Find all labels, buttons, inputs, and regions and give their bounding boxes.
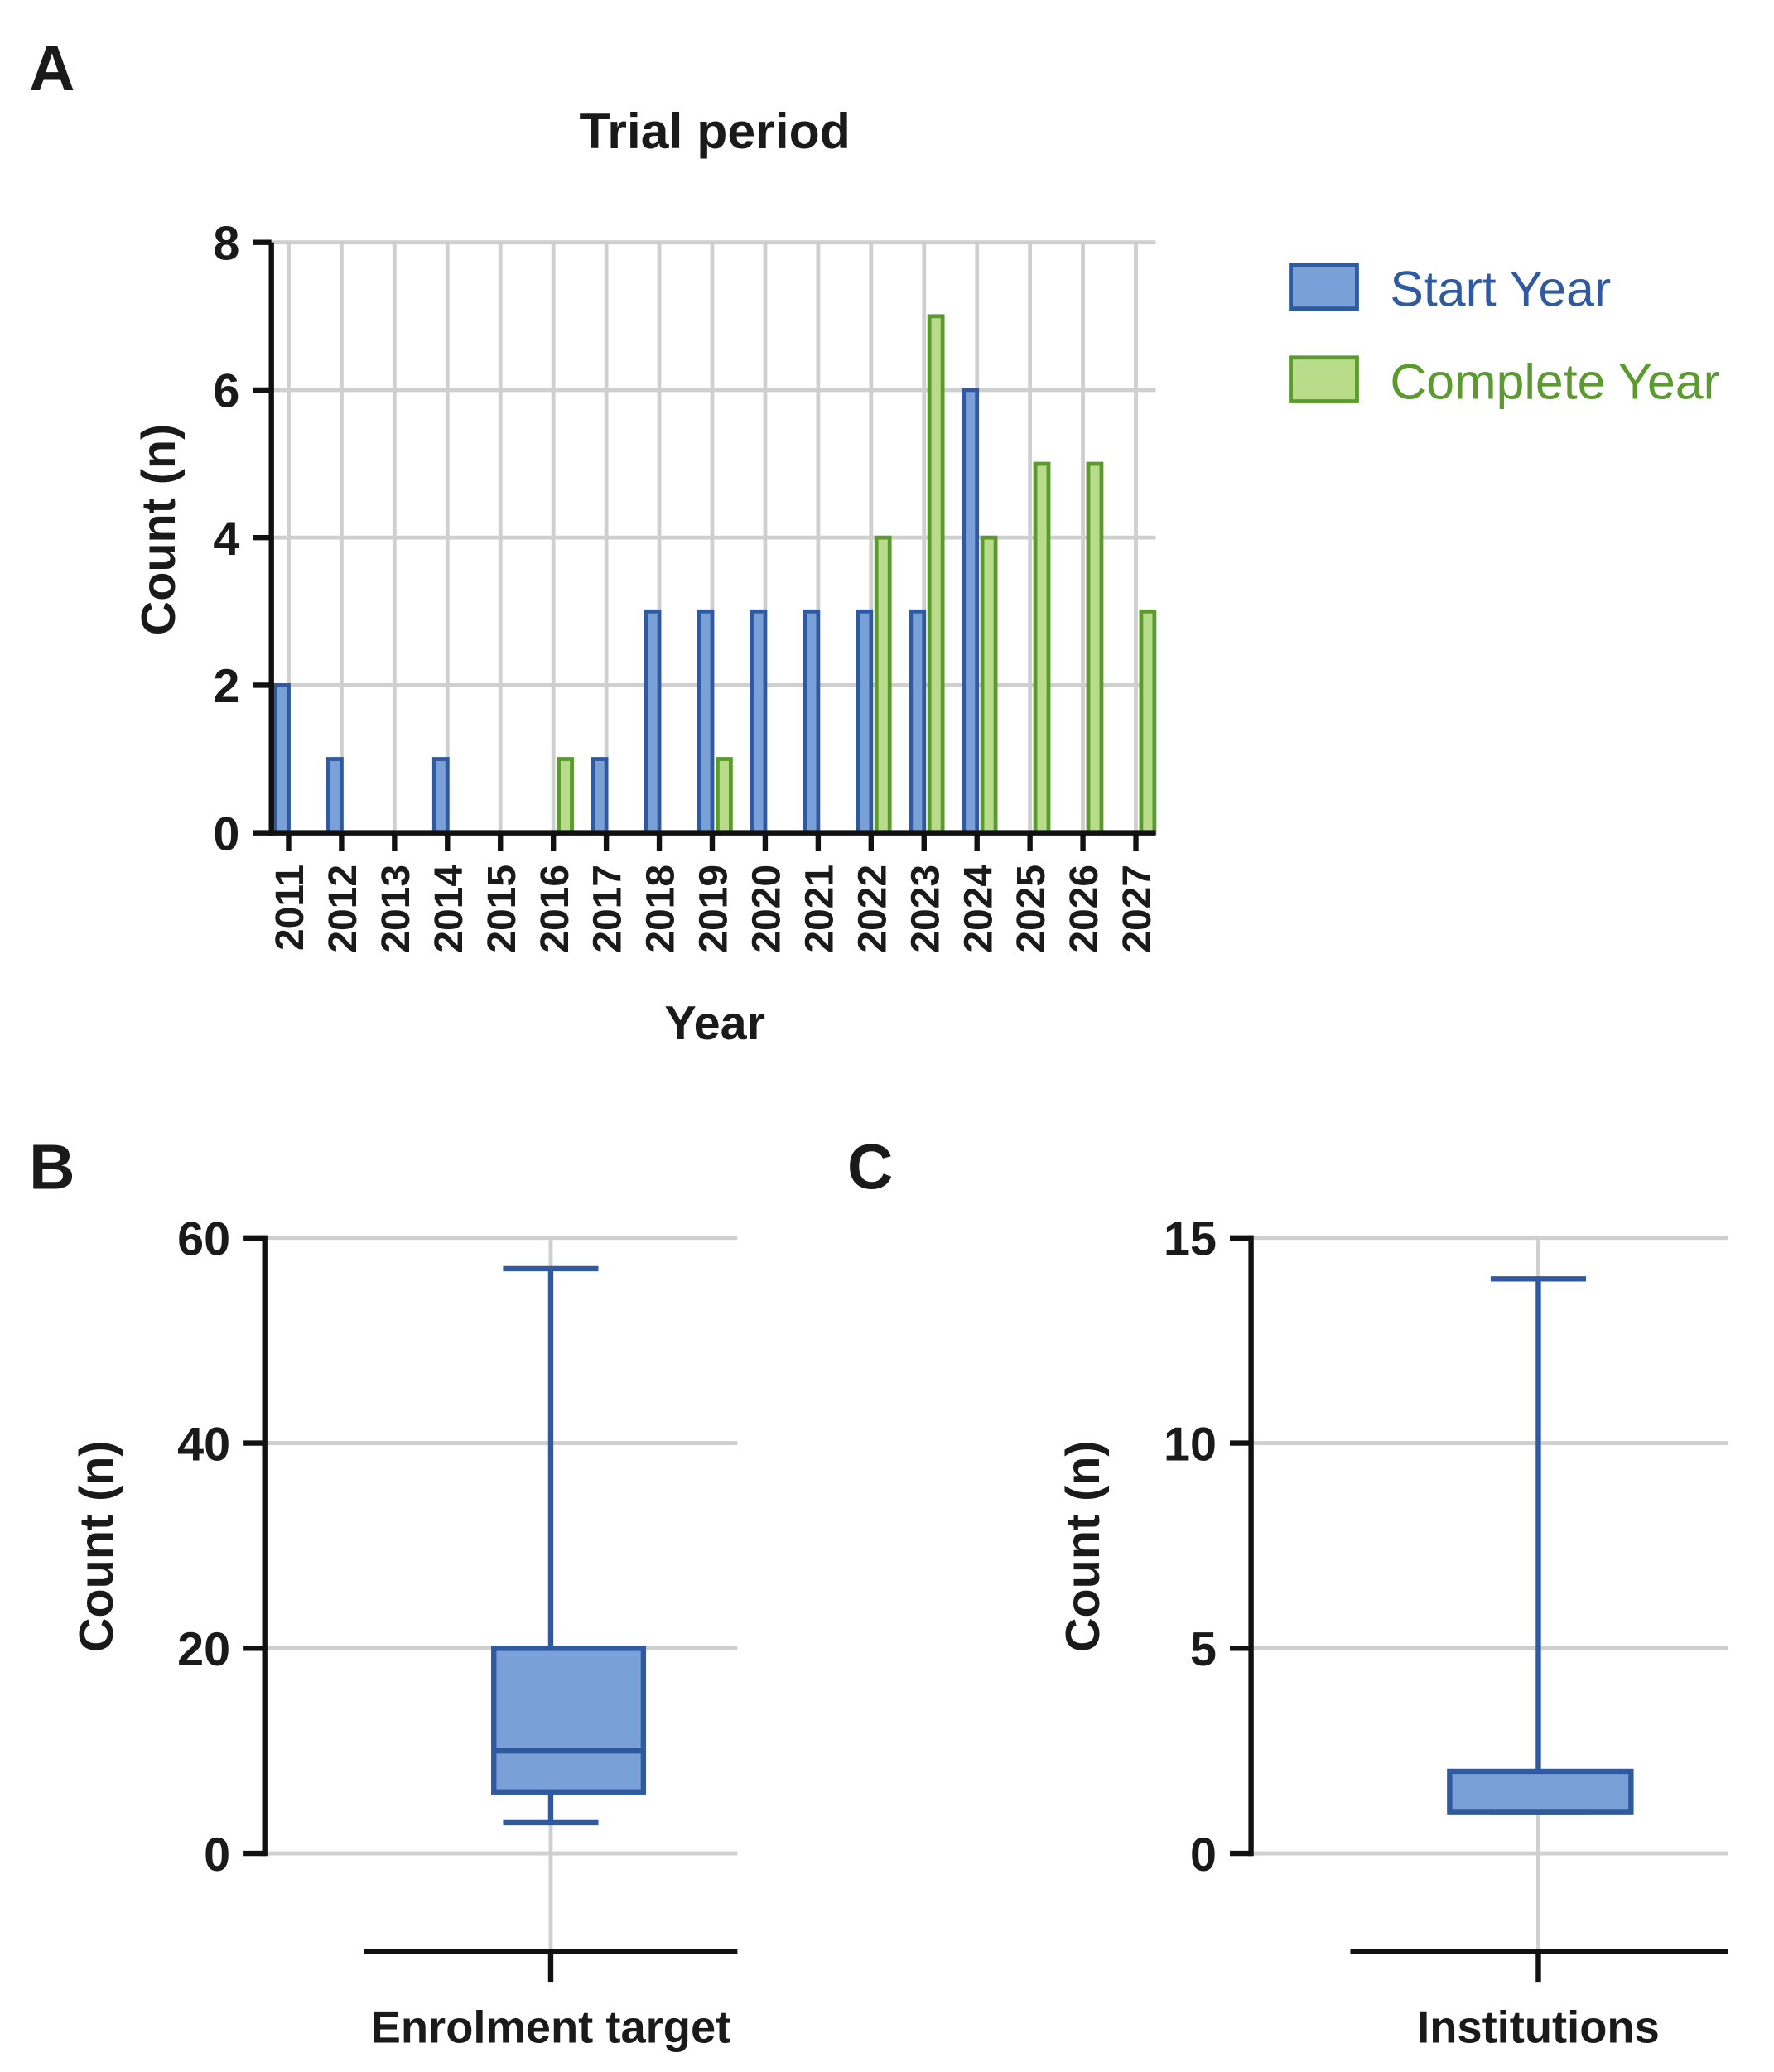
bar-start-year [697, 609, 715, 836]
bar-complete-year [715, 757, 733, 836]
y-tick-label: 8 [213, 217, 239, 270]
y-tick-label: 10 [1164, 1418, 1217, 1471]
bar-start-year [644, 609, 662, 836]
y-tick-label: 2 [213, 660, 239, 713]
x-tick-label: 2015 [480, 865, 524, 953]
y-axis-label-c: Count (n) [1057, 1440, 1110, 1652]
x-tick-label: 2027 [1116, 865, 1159, 953]
x-tick-label: 2024 [957, 865, 1000, 953]
y-tick-label: 0 [213, 807, 239, 860]
bar-complete-year [874, 535, 892, 836]
legend: Start Year Complete Year [1289, 260, 1720, 409]
x-axis-label-c: Institutions [1417, 2002, 1660, 2053]
x-tick-label: 2014 [427, 865, 471, 953]
panel-label-b: B [29, 1133, 75, 1203]
panel-c: C Count (n) Institutions 0 5 10 15 [847, 1133, 1728, 2053]
bar-start-year [750, 609, 768, 836]
y-tick-label: 4 [213, 513, 239, 566]
y-tick-label: 60 [177, 1213, 230, 1266]
y-tick-label: 15 [1164, 1213, 1217, 1266]
x-tick-label: 2020 [745, 865, 789, 953]
y-axis-label-a: Count (n) [133, 424, 186, 636]
iqr-box [491, 1646, 647, 1795]
bar-start-year [591, 757, 609, 836]
bar-complete-year [980, 535, 998, 836]
x-tick-label: 2016 [533, 865, 577, 953]
bar-start-year [803, 609, 821, 836]
x-tick-label: 2021 [798, 865, 841, 953]
bar-start-year [962, 388, 980, 836]
bar-complete-year [1086, 461, 1104, 836]
x-tick-label: 2025 [1010, 865, 1053, 953]
y-axis-label-b: Count (n) [70, 1440, 123, 1652]
legend-swatch-complete-year [1289, 355, 1359, 403]
bar-complete-year [557, 757, 574, 836]
panel-b: B Count (n) Enrolment target 0 20 40 60 [29, 1133, 738, 2053]
legend-swatch-start-year [1289, 263, 1359, 311]
y-tick-label: 0 [204, 1829, 230, 1882]
x-tick-label: 2012 [321, 865, 365, 953]
x-axis-label-a: Year [664, 997, 765, 1050]
bar-complete-year [1139, 609, 1157, 836]
y-tick-label: 0 [1190, 1829, 1217, 1882]
x-tick-label: 2011 [268, 865, 312, 951]
x-tick-label: 2018 [639, 865, 683, 953]
panel-label-c: C [847, 1133, 893, 1203]
x-tick-label: 2017 [586, 865, 630, 953]
x-tick-label: 2026 [1063, 865, 1106, 953]
legend-label-start-year: Start Year [1390, 260, 1611, 316]
bar-start-year [326, 757, 344, 836]
x-tick-label: 2022 [851, 865, 894, 953]
bar-start-year [909, 609, 927, 836]
x-tick-label: 2023 [904, 865, 947, 953]
panel-label-a: A [29, 34, 75, 104]
bar-start-year [856, 609, 874, 836]
bar-start-year [273, 682, 291, 836]
legend-label-complete-year: Complete Year [1390, 353, 1719, 409]
iqr-box [1447, 1768, 1634, 1815]
bar-start-year [431, 757, 450, 836]
y-tick-label: 40 [177, 1418, 230, 1471]
x-axis-label-b: Enrolment target [371, 2002, 731, 2053]
y-tick-label: 20 [177, 1623, 230, 1676]
chart-title: Trial period [580, 103, 851, 159]
bar-complete-year [1033, 461, 1051, 836]
y-tick-label: 5 [1190, 1623, 1217, 1676]
x-tick-label: 2013 [374, 865, 418, 953]
y-tick-label: 6 [213, 365, 239, 418]
x-tick-label: 2019 [692, 865, 736, 953]
bar-complete-year [927, 314, 945, 836]
